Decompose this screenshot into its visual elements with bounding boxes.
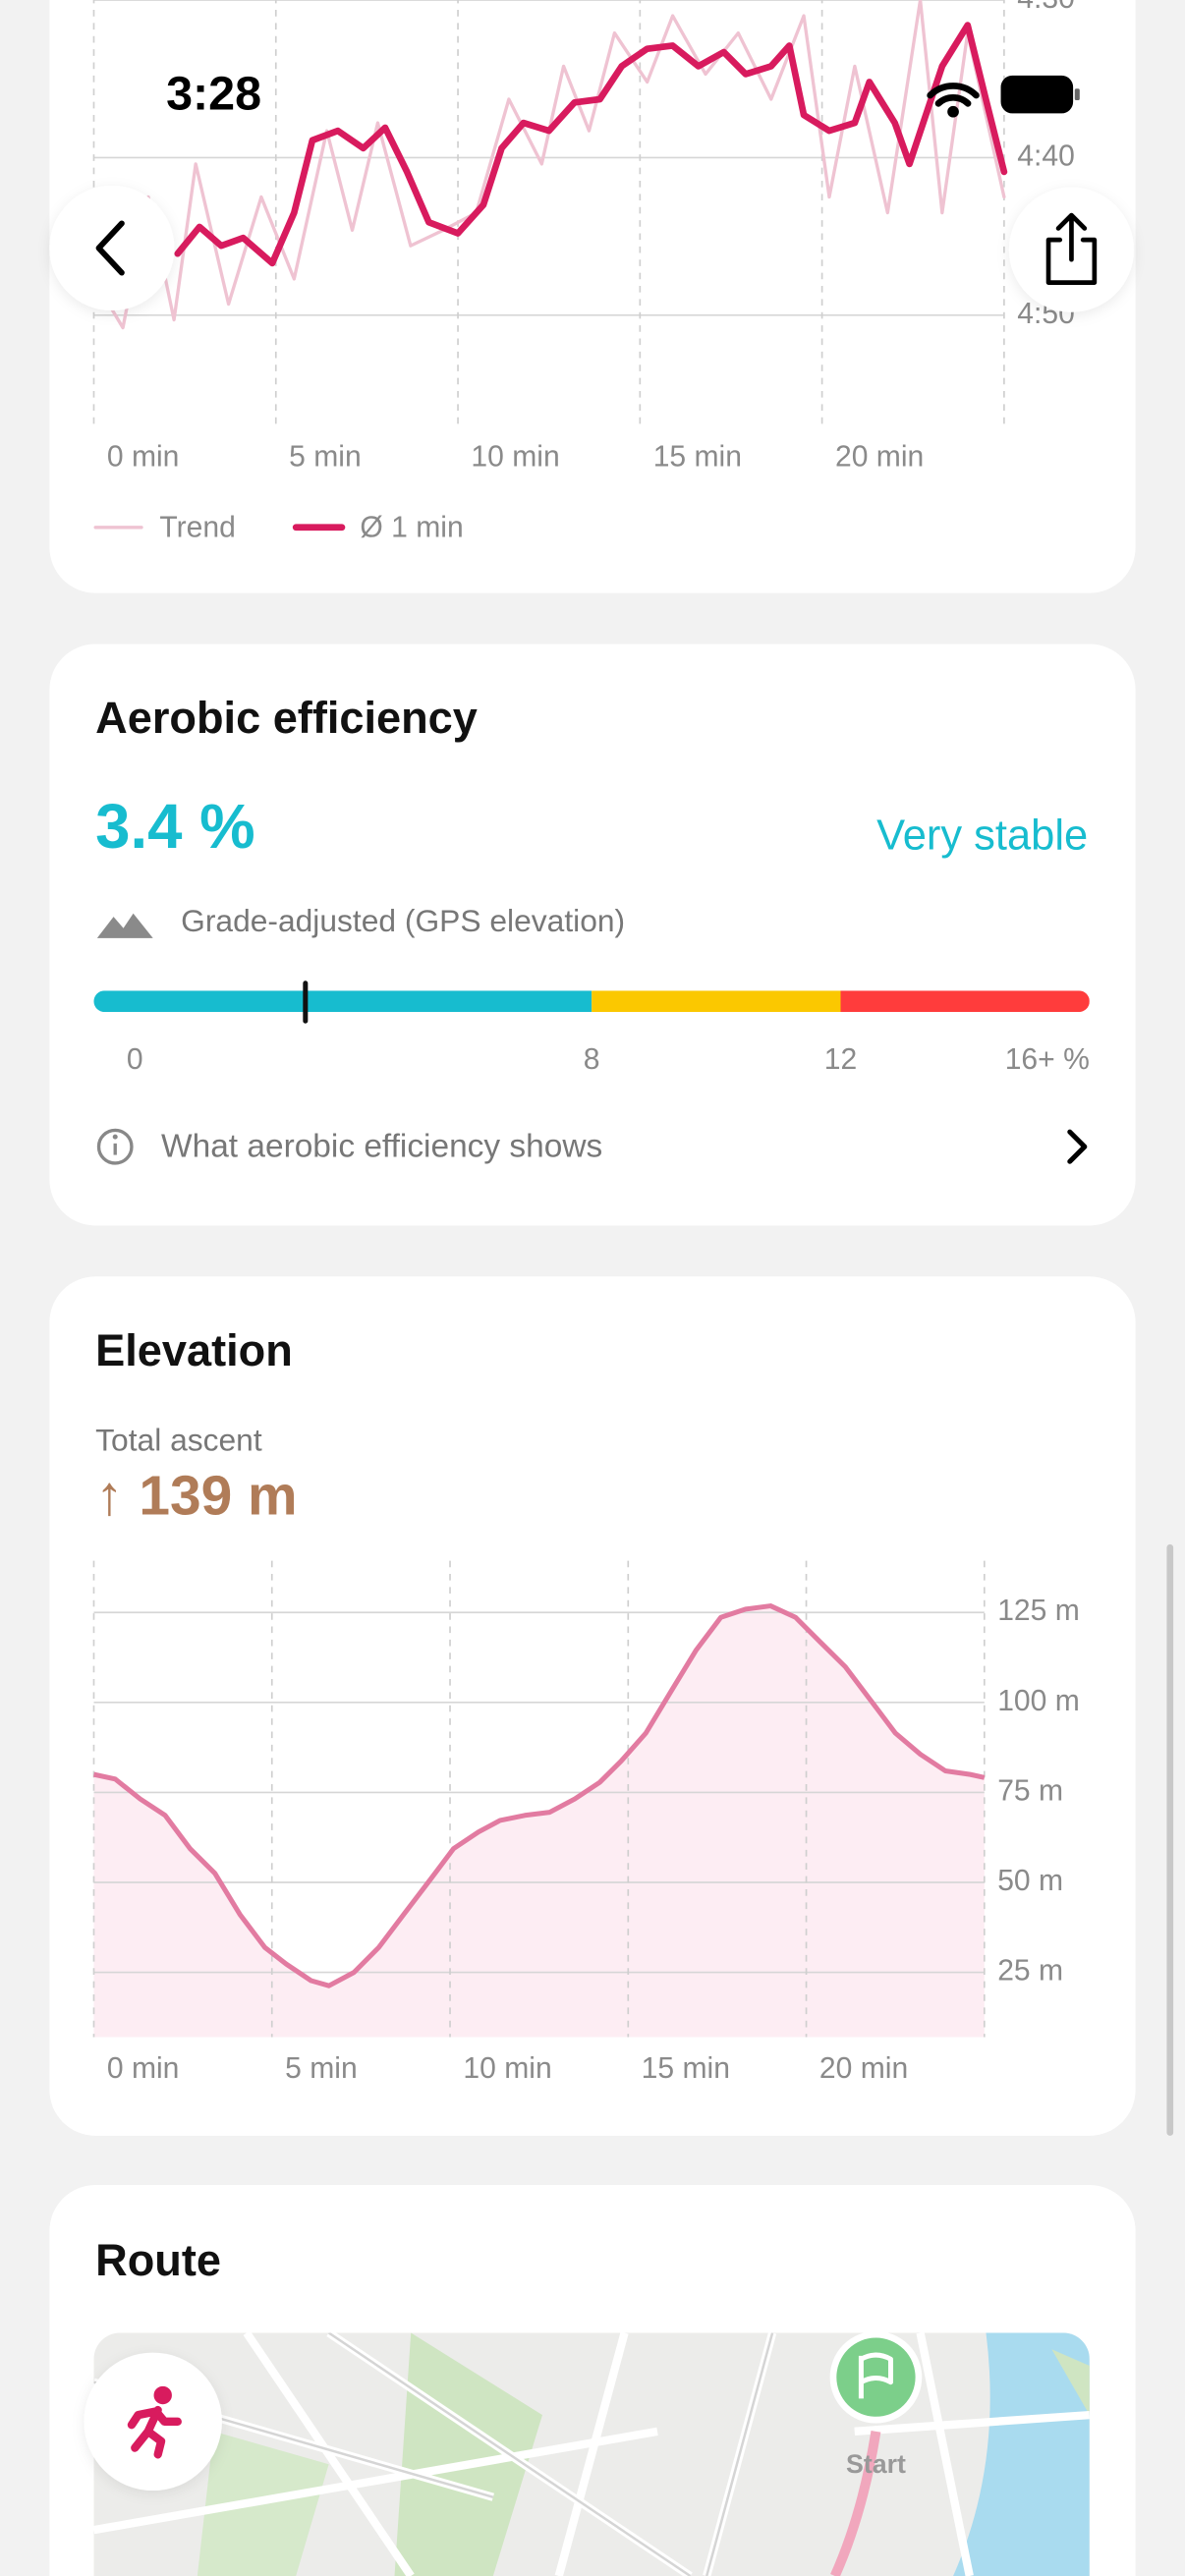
share-icon [1045, 212, 1098, 285]
map-park [394, 2332, 542, 2576]
gauge-tick-label: 16+ % [1005, 1043, 1090, 1076]
x-tick-label: 20 min [819, 2052, 908, 2085]
gauge-tick-label: 0 [127, 1043, 143, 1076]
status-time: 3:28 [166, 67, 261, 120]
x-tick-label: 10 min [471, 440, 559, 473]
battery [1000, 75, 1074, 114]
y-tick-label: 25 m [997, 1955, 1063, 1988]
efficiency-rating: Very stable [876, 812, 1088, 859]
efficiency-gauge: 0 8 12 16+ % [93, 980, 1090, 1076]
runner-icon [127, 2385, 182, 2459]
area-line [92, 1603, 986, 1988]
x-tick-label: 10 min [463, 2052, 551, 2085]
gauge-marker [303, 980, 309, 1024]
legend-label: Ø 1 min [360, 511, 463, 543]
gauge-segment [592, 990, 841, 1013]
elevation-title: Elevation [95, 1325, 293, 1375]
x-tick-label: 5 min [285, 2052, 358, 2085]
gauge-tick-label: 12 [824, 1043, 857, 1076]
x-tick-label: 20 min [835, 440, 924, 473]
efficiency-info[interactable]: What aerobic efficiency shows [161, 1129, 602, 1165]
efficiency-title: Aerobic efficiency [95, 693, 478, 743]
y-tick-label: 4:30 [1017, 0, 1075, 15]
elevation-chart: 25 m 50 m 75 m 100 m 125 m 0 min 5 min 10 min 15… [92, 1560, 1080, 2085]
ascent-label: Total ascent [95, 1423, 262, 1458]
series-line [174, 22, 1008, 267]
info-icon-bar [113, 1143, 117, 1155]
wifi-dot [947, 105, 959, 118]
x-tick-label: 15 min [642, 2052, 730, 2085]
y-tick-label: 50 m [997, 1865, 1063, 1897]
start-label: Start [846, 2449, 906, 2479]
y-tick-label: 125 m [997, 1595, 1080, 1627]
gauge-track [93, 990, 1090, 1013]
wifi-icon [927, 83, 980, 107]
flag-icon [858, 2352, 894, 2399]
efficiency-note: Grade-adjusted (GPS elevation) [181, 903, 625, 938]
y-tick-label: 75 m [997, 1774, 1063, 1807]
efficiency-card [49, 644, 1136, 1226]
route-line [830, 2431, 881, 2576]
y-tick-label: 100 m [997, 1685, 1080, 1717]
map-park [1051, 2349, 1090, 2416]
map-river [953, 2332, 1090, 2576]
back-icon [95, 220, 125, 276]
legend-label: Trend [159, 511, 235, 543]
mountain-icon [96, 913, 153, 938]
x-tick-label: 0 min [107, 440, 180, 473]
y-tick-label: 4:40 [1017, 140, 1075, 172]
scrollbar [1166, 1543, 1174, 2136]
area-fill [93, 1605, 985, 2038]
route-title: Route [95, 2235, 221, 2285]
gauge-segment [93, 990, 592, 1013]
pace-card [49, 0, 1136, 593]
back-button[interactable] [49, 185, 175, 311]
battery-tip [1074, 88, 1080, 101]
ascent-value: ↑ 139 m [95, 1466, 297, 1528]
chevron [1067, 1129, 1088, 1164]
x-tick-label: 15 min [653, 440, 742, 473]
series-line [91, 0, 1006, 330]
map[interactable] [93, 2332, 1090, 2576]
x-tick-label: 5 min [289, 440, 362, 473]
x-tick-label: 0 min [107, 2052, 180, 2085]
info-icon-dot [112, 1134, 118, 1140]
gauge-tick-label: 8 [584, 1043, 600, 1076]
info-icon [96, 1128, 134, 1165]
gauge-segment [840, 990, 1090, 1013]
efficiency-value: 3.4 % [95, 792, 254, 862]
